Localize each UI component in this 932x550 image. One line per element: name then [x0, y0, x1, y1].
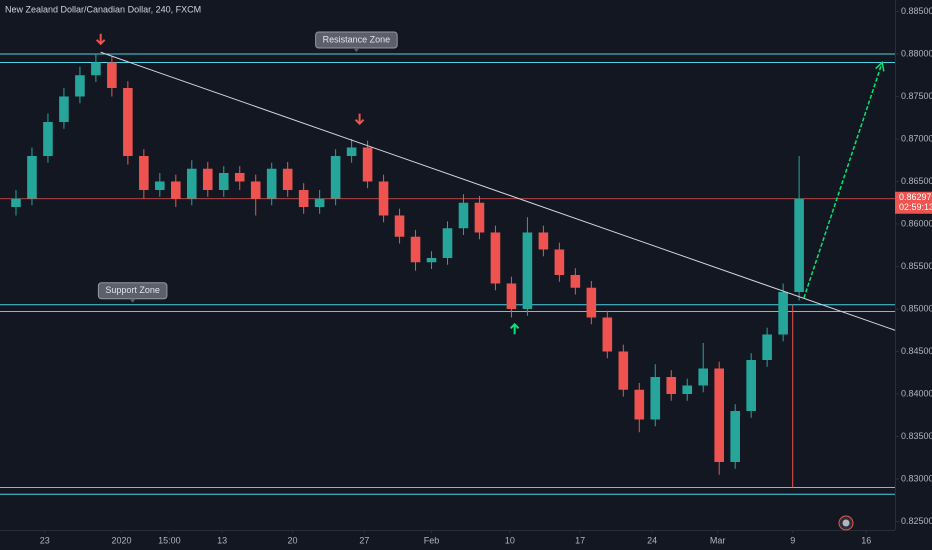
x-tick-label: 23: [40, 535, 50, 545]
candle-body: [107, 62, 117, 88]
y-tick-label: 0.88000: [901, 48, 932, 58]
candle-body: [410, 236, 421, 263]
candle-body: [362, 147, 373, 182]
candle-body: [618, 351, 629, 390]
y-tick-label: 0.86500: [901, 176, 932, 186]
chart-title: New Zealand Dollar/Canadian Dollar, 240,…: [5, 4, 201, 14]
candle-body: [778, 291, 788, 335]
candle-body: [250, 181, 261, 199]
candle-body: [698, 368, 709, 386]
candle-body: [474, 202, 485, 233]
candle-body: [602, 317, 613, 352]
x-tick-label: 24: [647, 535, 657, 545]
y-tick-label: 0.85000: [901, 303, 932, 313]
candle-body: [730, 410, 740, 462]
annotation-pointer: [353, 47, 360, 52]
candle-body: [442, 228, 453, 258]
candle-body: [330, 155, 341, 199]
last-price-label: 0.86297: [899, 192, 932, 202]
trend-line: [100, 51, 896, 331]
x-tick-label: 2020: [111, 535, 131, 545]
x-tick-label: Mar: [710, 535, 726, 545]
signal-arrow: [509, 322, 520, 335]
projection-line: [803, 62, 883, 299]
candle-body: [91, 62, 101, 76]
x-tick-label: 20: [287, 535, 297, 545]
y-tick-label: 0.84500: [901, 346, 932, 356]
candle-body: [794, 198, 804, 292]
candle-body: [266, 168, 277, 199]
candle-body: [234, 172, 245, 182]
candle-body: [650, 376, 661, 420]
candle-body: [218, 172, 229, 190]
candle-body: [506, 283, 517, 309]
candle-body: [746, 359, 756, 411]
candle-body: [586, 287, 597, 318]
y-tick-label: 0.82500: [901, 516, 932, 526]
x-tick-label: 9: [790, 535, 795, 545]
candle-body: [11, 198, 21, 207]
y-tick-label: 0.87500: [901, 91, 932, 101]
annotation-text: Support Zone: [105, 285, 160, 295]
candle-body: [490, 232, 501, 284]
candle-body: [538, 232, 549, 250]
candle-body: [666, 376, 677, 394]
button-dot[interactable]: [842, 519, 850, 527]
candle-body: [298, 189, 309, 207]
candle-body: [139, 155, 149, 190]
candle-body: [282, 168, 293, 190]
x-tick-label: 15:00: [158, 535, 181, 545]
candle-body: [458, 202, 469, 229]
annotation: Resistance Zone: [315, 31, 398, 52]
y-tick-label: 0.84000: [901, 388, 932, 398]
candle-body: [634, 389, 645, 420]
signal-arrow-head: [354, 118, 365, 126]
y-tick-label: 0.83000: [901, 473, 932, 483]
x-tick-label: 27: [359, 535, 369, 545]
y-tick-label: 0.86000: [901, 218, 932, 228]
x-tick-label: 16: [861, 535, 871, 545]
y-tick-label: 0.85500: [901, 261, 932, 271]
candle-body: [714, 368, 724, 462]
candle-body: [394, 215, 405, 237]
candle-body: [762, 334, 772, 360]
candle-body: [75, 75, 85, 97]
countdown-label: 02:59:13: [899, 202, 932, 212]
projection-arrowhead: [875, 60, 885, 72]
candle-body: [378, 181, 389, 216]
y-tick-label: 0.87000: [901, 133, 932, 143]
annotation: Support Zone: [97, 282, 168, 303]
signal-arrow: [354, 113, 365, 126]
annotation-text: Resistance Zone: [323, 34, 391, 44]
x-tick-label: 10: [505, 535, 515, 545]
signal-arrow-head: [95, 39, 106, 46]
candle-body: [202, 168, 213, 190]
annotation-pointer: [129, 298, 136, 303]
candle-body: [682, 385, 693, 394]
candle-body: [554, 249, 565, 275]
candle-body: [522, 232, 533, 309]
signal-arrow-head: [509, 322, 520, 329]
x-tick-label: 17: [575, 535, 585, 545]
candle-body: [123, 87, 133, 156]
candle-body: [43, 121, 53, 156]
x-tick-label: 13: [217, 535, 227, 545]
candle-body: [570, 274, 581, 288]
candle-body: [27, 155, 37, 199]
candle-body: [59, 96, 69, 122]
candle-body: [426, 257, 437, 263]
candle-body: [155, 181, 165, 190]
candle-body: [346, 147, 357, 156]
candle-body: [314, 198, 325, 207]
candle-body: [171, 181, 181, 199]
last-price-box: [895, 191, 932, 214]
candle-body: [186, 168, 197, 199]
y-tick-label: 0.83500: [901, 431, 932, 441]
signal-arrow: [95, 33, 106, 46]
replay-button[interactable]: [838, 515, 854, 531]
y-tick-label: 0.88500: [901, 6, 932, 16]
x-tick-label: Feb: [424, 535, 440, 545]
